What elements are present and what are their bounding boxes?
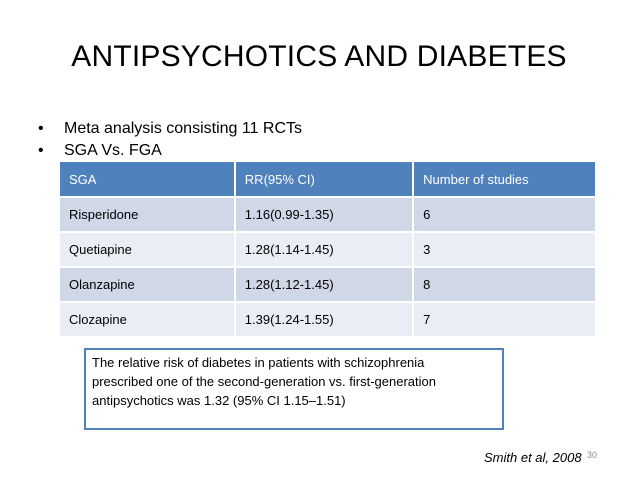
page-number: 30 — [587, 450, 598, 460]
cell-studies: 3 — [413, 232, 595, 268]
cell-drug: Quetiapine — [60, 232, 236, 268]
summary-note-box: The relative risk of diabetes in patient… — [84, 348, 504, 430]
cell-rr: 1.28(1.12-1.45) — [234, 267, 415, 303]
table-row: Clozapine 1.39(1.24-1.55) 7 — [60, 302, 595, 338]
bullet-dot-icon: • — [38, 142, 44, 159]
bullet-item: • Meta analysis consisting 11 RCTs — [38, 118, 302, 140]
bullet-text: Meta analysis consisting 11 RCTs — [64, 120, 303, 137]
cell-studies: 7 — [413, 302, 595, 338]
bullet-list: • Meta analysis consisting 11 RCTs • SGA… — [38, 118, 302, 162]
table-row: Quetiapine 1.28(1.14-1.45) 3 — [60, 232, 595, 268]
cell-rr: 1.39(1.24-1.55) — [234, 302, 415, 338]
bullet-text: SGA Vs. FGA — [64, 142, 162, 159]
slide-title: ANTIPSYCHOTICS AND DIABETES — [71, 40, 567, 73]
table-row: Olanzapine 1.28(1.12-1.45) 8 — [60, 267, 595, 303]
header-sga: SGA — [60, 162, 236, 198]
cell-drug: Clozapine — [60, 302, 236, 338]
citation: Smith et al, 2008 — [484, 450, 582, 465]
table-header-row: SGA RR(95% CI) Number of studies — [60, 162, 595, 198]
bullet-item: • SGA Vs. FGA — [38, 140, 302, 162]
table-row: Risperidone 1.16(0.99-1.35) 6 — [60, 197, 595, 233]
cell-studies: 8 — [413, 267, 595, 303]
note-line: prescribed one of the second-generation … — [92, 374, 436, 389]
cell-drug: Risperidone — [60, 197, 236, 233]
header-rr: RR(95% CI) — [234, 162, 415, 198]
risk-table: SGA RR(95% CI) Number of studies Risperi… — [60, 162, 595, 338]
header-number-of-studies: Number of studies — [413, 162, 595, 198]
cell-studies: 6 — [413, 197, 595, 233]
cell-rr: 1.28(1.14-1.45) — [234, 232, 415, 268]
note-line: The relative risk of diabetes in patient… — [92, 355, 425, 370]
note-line: antipsychotics was 1.32 (95% CI 1.15–1.5… — [92, 393, 346, 408]
cell-drug: Olanzapine — [60, 267, 236, 303]
cell-rr: 1.16(0.99-1.35) — [234, 197, 415, 233]
bullet-dot-icon: • — [38, 120, 44, 137]
